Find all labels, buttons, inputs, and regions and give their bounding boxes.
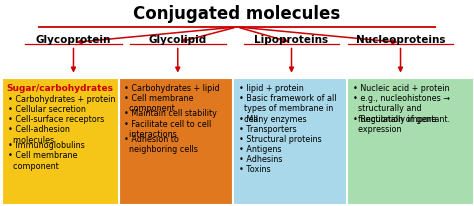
Text: • Adhesins: • Adhesins <box>239 154 283 163</box>
Text: • Many enzymes: • Many enzymes <box>239 114 307 123</box>
Text: • Cell membrane
  component: • Cell membrane component <box>124 94 194 113</box>
Text: • e.g., nucleohistones →
  structurally and
  functionally important.: • e.g., nucleohistones → structurally an… <box>353 94 450 123</box>
Text: • Carbohydrates + lipid: • Carbohydrates + lipid <box>124 83 220 92</box>
Text: • Regulation of gene
  expression: • Regulation of gene expression <box>353 114 436 134</box>
Text: • Basic framework of all
  types of membrane in
  cell.: • Basic framework of all types of membra… <box>239 94 337 123</box>
Text: • Carbohydrates + protein: • Carbohydrates + protein <box>8 95 116 104</box>
Bar <box>2 78 118 204</box>
Text: • Adhesion to
  neighboring cells: • Adhesion to neighboring cells <box>124 135 198 154</box>
Text: • lipid + protein: • lipid + protein <box>239 83 304 92</box>
Text: Glycoprotein: Glycoprotein <box>36 34 111 44</box>
Text: Conjugated molecules: Conjugated molecules <box>133 5 341 23</box>
Bar <box>118 78 232 204</box>
Text: • Toxins: • Toxins <box>239 165 271 173</box>
Text: • Cell-adhesion
  molecules: • Cell-adhesion molecules <box>8 125 70 144</box>
Text: • Cellular secretion: • Cellular secretion <box>8 105 86 114</box>
Text: • Antigens: • Antigens <box>239 144 282 153</box>
Bar <box>347 78 473 204</box>
Bar <box>233 78 346 204</box>
Text: • Facilitate cell to cell
  interactions: • Facilitate cell to cell interactions <box>124 119 211 138</box>
Text: Lipoproteins: Lipoproteins <box>255 34 328 44</box>
Text: • Nucleic acid + protein: • Nucleic acid + protein <box>353 83 449 92</box>
Text: • Maintain cell stability: • Maintain cell stability <box>124 109 217 118</box>
Text: • Transporters: • Transporters <box>239 124 297 133</box>
Text: Nucleoproteins: Nucleoproteins <box>356 34 445 44</box>
Text: • Cell membrane
  component: • Cell membrane component <box>8 150 78 170</box>
Text: • Structural proteins: • Structural proteins <box>239 135 321 143</box>
Text: Sugar/carbohydrates: Sugar/carbohydrates <box>6 83 113 92</box>
Text: • Cell-surface receptors: • Cell-surface receptors <box>8 115 104 124</box>
Text: • Immunoglobulins: • Immunoglobulins <box>8 140 85 149</box>
Text: Glycolipid: Glycolipid <box>149 34 207 44</box>
